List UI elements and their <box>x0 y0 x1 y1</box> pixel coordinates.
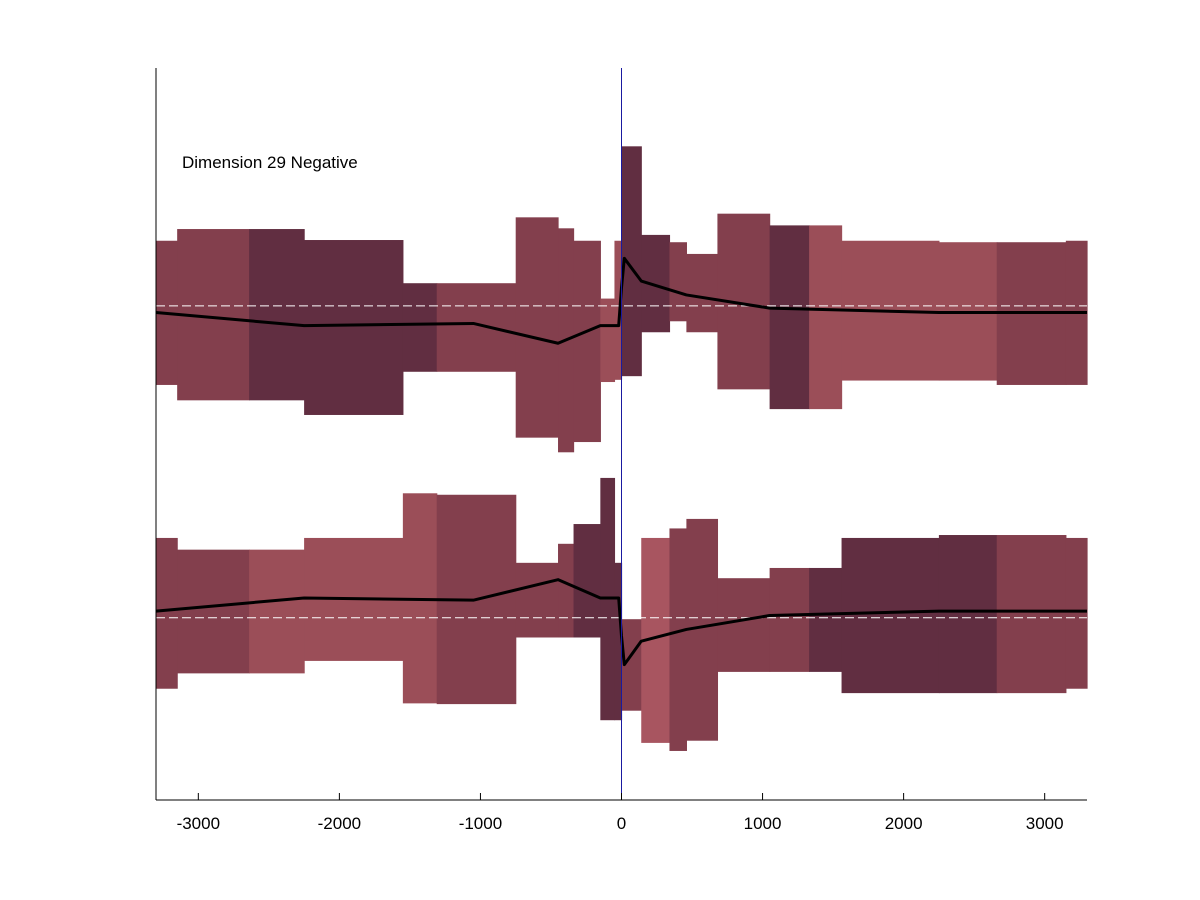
reference-line-layer <box>156 305 1087 619</box>
lower-band-segment <box>841 537 940 694</box>
upper-band-segment <box>621 146 642 377</box>
lower-band-segment <box>938 535 998 694</box>
lower-band-segment <box>515 562 559 638</box>
upper-band-segment <box>249 229 305 401</box>
upper-band-segment <box>809 225 843 410</box>
upper-band-segment <box>600 298 616 383</box>
upper-band-segment <box>436 283 517 372</box>
lower-band-segment <box>558 543 575 638</box>
x-tick-label: -2000 <box>318 814 361 833</box>
upper-band-segment <box>573 240 601 443</box>
upper-band-segment <box>769 225 810 410</box>
x-tick-label: 1000 <box>744 814 782 833</box>
lower-band-segment <box>249 549 305 674</box>
band-layer <box>156 146 1088 751</box>
x-tick-label: 2000 <box>885 814 923 833</box>
lower-band-segment <box>177 549 250 674</box>
lower-band-segment <box>156 537 178 689</box>
x-tick-layer: -3000 -2000 -1000 0 1000 2000 3000 <box>177 793 1064 833</box>
upper-band-segment <box>304 240 404 415</box>
upper-band-segment <box>686 253 719 333</box>
lower-band-segment <box>573 524 601 638</box>
lower-band-segment <box>717 578 771 672</box>
lower-band-segment <box>1065 537 1088 689</box>
lower-band-segment <box>669 528 687 751</box>
lower-band-segment <box>769 567 810 672</box>
x-tick-label: 3000 <box>1026 814 1064 833</box>
x-tick-label: 0 <box>617 814 626 833</box>
lower-band-segment <box>621 619 642 711</box>
lower-band-segment <box>996 535 1067 694</box>
upper-band-segment <box>669 242 687 322</box>
x-tick-label: -1000 <box>459 814 502 833</box>
upper-band-segment <box>614 240 623 380</box>
upper-band-segment <box>515 217 559 438</box>
upper-band-segment <box>402 283 438 372</box>
lower-band-segment <box>809 567 843 672</box>
chart-annotation: Dimension 29 Negative <box>182 153 358 172</box>
x-tick-label: -3000 <box>177 814 220 833</box>
lower-band-segment <box>614 562 623 721</box>
